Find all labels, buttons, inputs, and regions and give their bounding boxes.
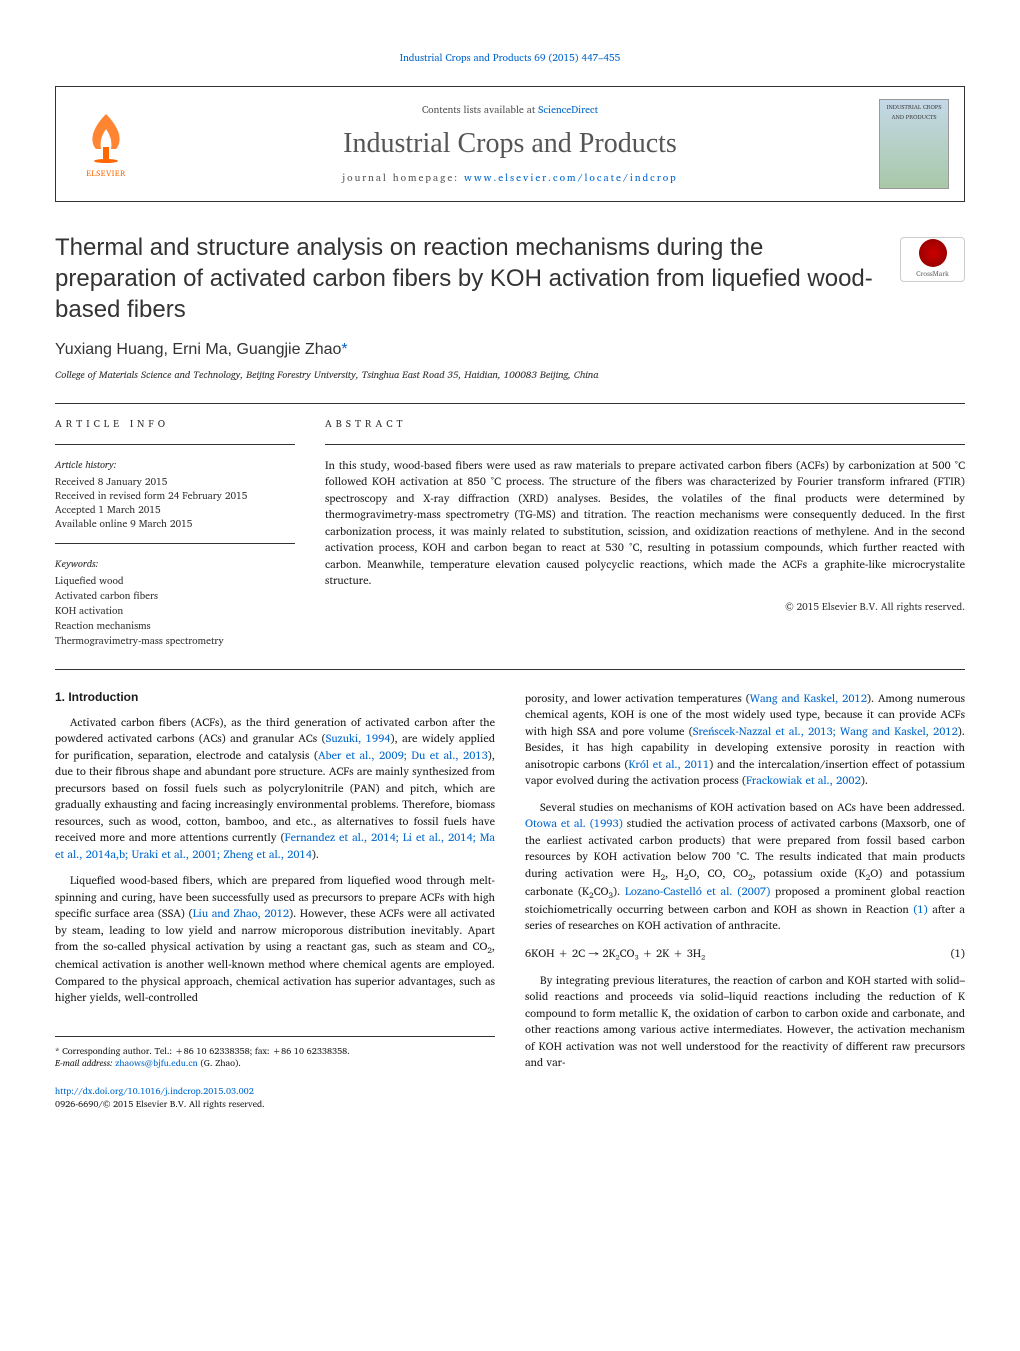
divider-keywords xyxy=(55,543,295,544)
authors-line: Yuxiang Huang, Erni Ma, Guangjie Zhao* xyxy=(55,341,965,359)
history-label: Article history: xyxy=(55,457,295,473)
keywords-list: Liquefied wood Activated carbon fibers K… xyxy=(55,574,295,649)
article-info-column: ARTICLE INFO Article history: Received 8… xyxy=(55,416,295,649)
paragraph-4: Several studies on mechanisms of KOH act… xyxy=(525,799,965,934)
divider-abstract xyxy=(325,444,965,445)
cover-title: INDUSTRIAL CROPS AND PRODUCTS xyxy=(882,102,946,122)
p4-a: Several studies on mechanisms of KOH act… xyxy=(540,798,965,816)
cite-frackowiak[interactable]: Frackowiak et al., 2002 xyxy=(746,771,861,789)
body-columns: 1. Introduction Activated carbon fibers … xyxy=(55,690,965,1111)
cite-wang-kaskel-1[interactable]: Wang and Kaskel, 2012 xyxy=(750,689,867,707)
issn-line: 0926-6690/© 2015 Elsevier B.V. All right… xyxy=(55,1096,265,1111)
elsevier-logo: ELSEVIER xyxy=(71,104,141,184)
equation-1: 6KOH + 2C → 2K₂CO₃ + 2K + 3H₂ (1) xyxy=(525,944,965,962)
elsevier-tree-icon xyxy=(81,109,131,164)
journal-header-box: ELSEVIER Contents lists available at Sci… xyxy=(55,86,965,202)
article-title: Thermal and structure analysis on reacti… xyxy=(55,232,965,326)
intro-heading: 1. Introduction xyxy=(55,690,495,704)
authors-names: Yuxiang Huang, Erni Ma, Guangjie Zhao xyxy=(55,341,341,358)
p4-c: , H xyxy=(665,864,684,882)
keywords-label: Keywords: xyxy=(55,556,295,572)
cite-suzuki[interactable]: Suzuki, 1994 xyxy=(326,729,391,747)
contents-text: Contents lists available at xyxy=(422,102,538,118)
article-info-heading: ARTICLE INFO xyxy=(55,416,295,432)
footer-left: * Corresponding author. Tel.: +86 10 623… xyxy=(55,1036,495,1070)
p5-text: By integrating previous literatures, the… xyxy=(525,971,965,1072)
crossmark-label: CrossMark xyxy=(916,269,949,280)
cite-liu-zhao[interactable]: Liu and Zhao, 2012 xyxy=(193,904,289,922)
sciencedirect-link[interactable]: ScienceDirect xyxy=(538,102,598,118)
email-who: (G. Zhao). xyxy=(198,1055,241,1070)
cite-srenscek[interactable]: Sreńscek-Nazzal et al., 2013; Wang and K… xyxy=(693,722,958,740)
eq1-number: (1) xyxy=(951,944,965,962)
journal-name: Industrial Crops and Products xyxy=(156,128,864,160)
p3-a: porosity, and lower activation temperatu… xyxy=(525,689,750,707)
p4-e: , potassium oxide (K xyxy=(753,864,866,882)
email-note: E-mail address: zhaows@bjfu.edu.cn (G. Z… xyxy=(55,1057,495,1070)
doi-section: http://dx.doi.org/10.1016/j.indcrop.2015… xyxy=(55,1085,495,1110)
p4-d: O, CO, CO xyxy=(689,864,749,882)
journal-cover-thumbnail: INDUSTRIAL CROPS AND PRODUCTS xyxy=(879,99,949,189)
p4-h: ). xyxy=(613,882,625,900)
cite-aber-du[interactable]: Aber et al., 2009; Du et al., 2013 xyxy=(318,746,488,764)
paragraph-5: By integrating previous literatures, the… xyxy=(525,972,965,1071)
left-column: 1. Introduction Activated carbon fibers … xyxy=(55,690,495,1111)
paragraph-2: Liquefied wood-based fibers, which are p… xyxy=(55,872,495,1006)
email-label: E-mail address: xyxy=(55,1055,115,1070)
info-abstract-row: ARTICLE INFO Article history: Received 8… xyxy=(55,416,965,649)
eq1-formula: 6KOH + 2C → 2K₂CO₃ + 2K + 3H₂ xyxy=(525,944,705,962)
abstract-column: ABSTRACT In this study, wood-based fiber… xyxy=(325,416,965,649)
paragraph-1: Activated carbon fibers (ACFs), as the t… xyxy=(55,714,495,863)
affiliation: College of Materials Science and Technol… xyxy=(55,367,965,383)
cite-lozano[interactable]: Lozano-Castelló et al. (2007) xyxy=(625,882,770,900)
contents-available-line: Contents lists available at ScienceDirec… xyxy=(156,102,864,118)
p4-g: CO xyxy=(594,882,609,900)
cite-krol[interactable]: Król et al., 2011 xyxy=(629,755,710,773)
crossmark-icon xyxy=(919,239,947,267)
eq-ref-1[interactable]: (1) xyxy=(913,900,927,918)
history-text: Received 8 January 2015 Received in revi… xyxy=(55,475,295,531)
paragraph-3: porosity, and lower activation temperatu… xyxy=(525,690,965,789)
divider-info xyxy=(55,444,295,445)
copyright-line: © 2015 Elsevier B.V. All rights reserved… xyxy=(325,599,965,615)
abstract-heading: ABSTRACT xyxy=(325,416,965,432)
abstract-text: In this study, wood-based fibers were us… xyxy=(325,457,965,589)
p1-d: ). xyxy=(312,845,319,863)
elsevier-name: ELSEVIER xyxy=(86,166,126,180)
right-column: porosity, and lower activation temperatu… xyxy=(525,690,965,1111)
divider-top xyxy=(55,403,965,404)
corresponding-marker: * xyxy=(341,341,347,358)
cite-otowa[interactable]: Otowa et al. (1993) xyxy=(525,814,623,832)
p3-e: ). xyxy=(861,771,868,789)
email-link[interactable]: zhaows@bjfu.edu.cn xyxy=(115,1055,197,1070)
divider-body xyxy=(55,669,965,670)
header-center: Contents lists available at ScienceDirec… xyxy=(156,102,864,186)
journal-reference-top: Industrial Crops and Products 69 (2015) … xyxy=(55,50,965,66)
homepage-line: journal homepage: www.elsevier.com/locat… xyxy=(156,170,864,186)
crossmark-badge[interactable]: CrossMark xyxy=(900,237,965,282)
homepage-link[interactable]: www.elsevier.com/locate/indcrop xyxy=(464,170,678,186)
homepage-label: journal homepage: xyxy=(342,170,464,186)
title-section: Thermal and structure analysis on reacti… xyxy=(55,232,965,326)
